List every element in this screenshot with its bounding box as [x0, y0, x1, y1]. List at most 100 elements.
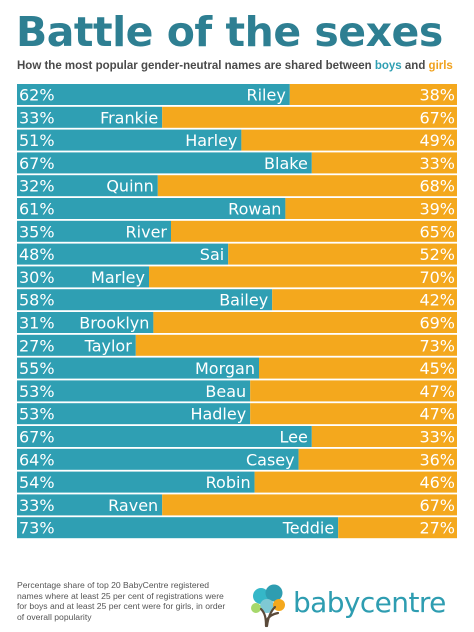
bar-girls-frankie [162, 106, 457, 128]
logo-text: babycentre [293, 586, 446, 619]
value-label-boys: 53% [19, 405, 55, 424]
bar-girls-raven [162, 494, 457, 516]
value-label-boys: 53% [19, 382, 55, 401]
category-label: Harley [185, 131, 237, 150]
bar-girls-morgan [259, 357, 457, 379]
bar-girls-casey [298, 448, 457, 470]
value-label-girls: 70% [419, 268, 455, 287]
value-label-boys: 73% [19, 519, 55, 538]
value-label-boys: 27% [19, 336, 55, 355]
bar-boys-riley [17, 84, 290, 105]
subtitle-and: and [401, 60, 429, 72]
value-label-girls: 45% [419, 359, 455, 378]
value-label-girls: 47% [419, 382, 455, 401]
value-label-boys: 55% [19, 359, 55, 378]
bar-boys-raven [17, 494, 163, 516]
bar-boys-teddie [17, 517, 339, 539]
category-label: Sai [200, 245, 224, 264]
value-label-boys: 48% [19, 245, 55, 264]
bar-boys-hadley [17, 403, 251, 425]
bar-girls-robin [254, 471, 457, 493]
footnote: Percentage share of top 20 BabyCentre re… [17, 580, 226, 622]
category-label: Quinn [106, 177, 153, 196]
value-label-girls: 27% [419, 519, 455, 538]
bar-boys-quinn [17, 175, 158, 197]
subtitle-girls: girls [428, 60, 453, 72]
value-label-boys: 62% [19, 86, 55, 105]
stacked-bar-chart: 62% Riley 38% 33% Frankie 67% 51% Harley 49% 67% B… [17, 84, 458, 539]
bar-girls-lee [311, 426, 457, 447]
bar-boys-beau [17, 380, 251, 402]
bar-boys-sai [17, 243, 229, 265]
bar-boys-brooklyn [17, 312, 154, 333]
value-label-boys: 31% [19, 314, 55, 333]
bar-girls-beau [250, 380, 457, 402]
category-label: Hadley [190, 405, 246, 424]
value-label-boys: 51% [19, 131, 55, 150]
value-label-boys: 67% [19, 428, 55, 447]
bar-girls-sai [228, 243, 457, 265]
category-label: Riley [246, 86, 285, 105]
bar-girls-quinn [157, 175, 458, 197]
category-label: Rowan [228, 200, 281, 219]
subtitle-text: How the most popular gender-neutral name… [17, 60, 375, 72]
value-label-girls: 47% [419, 405, 455, 424]
value-label-boys: 33% [19, 108, 55, 127]
bar-girls-marley [149, 266, 457, 288]
value-label-boys: 58% [19, 291, 55, 310]
bar-boys-morgan [17, 357, 259, 379]
category-label: River [126, 222, 168, 241]
bar-girls-teddie [338, 517, 457, 539]
bar-boys-taylor [17, 334, 136, 356]
bar-girls-blake [311, 152, 457, 174]
category-label: Bailey [219, 291, 268, 310]
value-label-boys: 54% [19, 473, 55, 492]
value-label-boys: 32% [19, 177, 55, 196]
bar-boys-frankie [17, 106, 163, 128]
bar-girls-rowan [285, 198, 457, 219]
value-label-girls: 67% [419, 496, 455, 515]
value-label-girls: 39% [419, 200, 455, 219]
value-label-girls: 67% [419, 108, 455, 127]
value-label-girls: 68% [419, 177, 455, 196]
category-label: Marley [91, 268, 145, 287]
value-label-boys: 61% [19, 200, 55, 219]
bar-boys-robin [17, 471, 255, 493]
value-label-girls: 73% [419, 336, 455, 355]
value-label-girls: 33% [419, 154, 455, 173]
bar-boys-harley [17, 129, 242, 151]
category-label: Frankie [100, 108, 158, 127]
value-label-boys: 67% [19, 154, 55, 173]
bar-girls-river [171, 220, 457, 242]
bar-girls-harley [241, 129, 457, 151]
babycentre-logo: babycentre [247, 580, 462, 628]
value-label-girls: 49% [419, 131, 455, 150]
value-label-girls: 69% [419, 314, 455, 333]
value-label-girls: 46% [419, 473, 455, 492]
bar-boys-blake [17, 152, 312, 174]
bar-boys-rowan [17, 198, 286, 219]
bar-boys-marley [17, 266, 149, 288]
category-label: Robin [206, 473, 251, 492]
bar-boys-lee [17, 426, 312, 447]
subtitle-boys: boys [374, 60, 402, 72]
value-label-girls: 38% [419, 86, 455, 105]
value-label-boys: 30% [19, 268, 55, 287]
bar-girls-bailey [272, 289, 457, 311]
value-label-girls: 42% [419, 291, 455, 310]
category-label: Morgan [195, 359, 255, 378]
value-label-boys: 64% [19, 450, 55, 469]
bar-girls-hadley [250, 403, 457, 425]
bar-girls-taylor [135, 334, 458, 356]
category-label: Teddie [282, 519, 335, 538]
category-label: Raven [108, 496, 158, 515]
value-label-boys: 35% [19, 222, 55, 241]
category-label: Lee [279, 428, 307, 447]
category-label: Beau [205, 382, 246, 401]
bar-boys-bailey [17, 289, 273, 311]
page-subtitle: How the most popular gender-neutral name… [17, 58, 453, 74]
bar-girls-brooklyn [153, 312, 457, 333]
category-label: Casey [246, 450, 295, 469]
category-label: Taylor [84, 336, 133, 355]
value-label-girls: 65% [419, 222, 455, 241]
